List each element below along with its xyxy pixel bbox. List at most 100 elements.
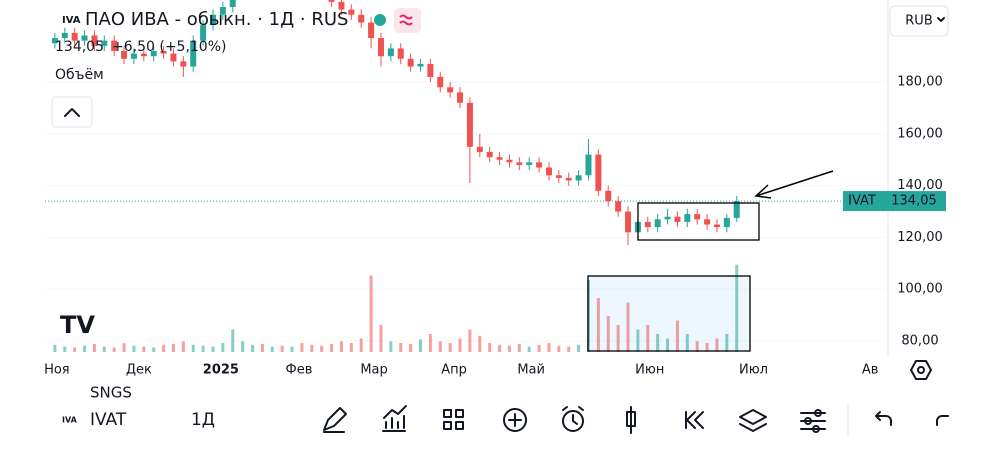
add-icon[interactable] [503,408,527,432]
undo-icon[interactable] [875,411,892,426]
candle-body [457,92,464,103]
templates-icon[interactable] [443,409,464,430]
volume-bar [112,347,116,352]
volume-bar [171,343,175,352]
alert-hands [562,406,584,425]
candle-body [466,102,473,147]
redo-icon[interactable] [936,415,949,426]
volume-bar [636,329,640,352]
volume-bar [73,347,77,352]
currency-button[interactable] [889,5,949,37]
volume-bar [606,316,610,352]
volume-bar [695,341,699,352]
volume-bar [330,343,334,352]
volume-bar [507,345,511,352]
candle-body [476,146,483,152]
candle-body [644,221,651,228]
arrow [754,170,834,199]
x-tick-label: Фев [286,363,313,378]
settings[interactable] [910,360,932,380]
volume-bar [339,341,343,352]
x-tick-label: Апр [441,363,467,378]
volume-bar [379,325,383,352]
last-price-box [882,191,946,212]
symbol[interactable]: IVAT [90,410,127,430]
candle-body [694,214,701,220]
collapse-button[interactable] [51,96,93,128]
volume-bar [428,334,432,352]
volume-bar [201,345,205,352]
symbol-tag: IVAT [848,194,876,209]
volume-bar [656,334,660,352]
alert-icon[interactable] [562,410,584,432]
x-tick-label: 2025 [203,363,239,378]
y-tick-label: 160,00 [897,126,943,141]
candle-icon[interactable] [626,406,636,434]
volume-bar [458,338,462,352]
y-tick-label: 80,00 [901,334,938,349]
candle-body [180,61,187,67]
x-tick-label: Июл [739,363,768,378]
price: 134,05 [55,39,104,55]
x-tick-label: Ноя [44,363,70,378]
candle-body [377,38,384,57]
volume-bar [221,343,225,352]
candle-body [723,217,730,228]
x-tick-label: Июн [635,363,664,378]
volume-bar [517,343,521,352]
volume-box [587,275,751,352]
candle-body [368,22,375,39]
layers-icon[interactable] [739,409,767,432]
candle-body [417,63,424,67]
candle-body [427,63,434,77]
volume-bar [349,343,353,352]
volume-bar [389,341,393,352]
candle-body [71,32,78,41]
volume-bar [488,343,492,352]
candle-body [397,48,404,59]
candle-body [496,157,503,160]
candle-body [516,162,523,165]
volume-bar [231,329,235,352]
tv-logo: TV [60,311,95,339]
volume-bar [191,344,195,352]
volume-bar [152,347,156,352]
volume-bar [675,320,679,352]
volume-bar [359,338,363,352]
candle-body [130,53,137,59]
volume-bar [537,344,541,352]
indicators-icon[interactable] [382,405,407,432]
candle-body [200,25,207,41]
knob [812,425,820,433]
title: ПАО ИВА - обыкн. · 1Д · RUS [85,9,348,30]
candle-body [338,1,345,10]
knob [814,409,822,417]
candle-body [615,201,622,212]
interval[interactable]: 1Д [191,410,215,430]
volume-bar [122,343,126,352]
candle-body [81,35,88,41]
candle-body [545,167,552,176]
volume-bar [280,345,284,352]
volume-bar [300,343,304,352]
candle-body [437,76,444,88]
volume-bar [567,346,571,352]
candle-body [229,0,236,7]
x-tick-label: Дек [126,363,152,378]
change: +6,50 (+5,10%) [112,39,226,55]
candle-body [219,6,226,15]
volume-bar [468,329,472,352]
y-tick-label: 100,00 [897,282,943,297]
volume-bar [270,346,274,352]
candle-body [190,40,197,67]
volume-bar [409,343,413,352]
volume-bar [399,343,403,352]
volume-bar [616,325,620,352]
volume-label: Объём [55,67,104,83]
draw-icon[interactable] [323,407,347,433]
candle-body [595,154,602,191]
volume-bar [498,344,502,352]
replay-icon[interactable] [685,411,704,429]
